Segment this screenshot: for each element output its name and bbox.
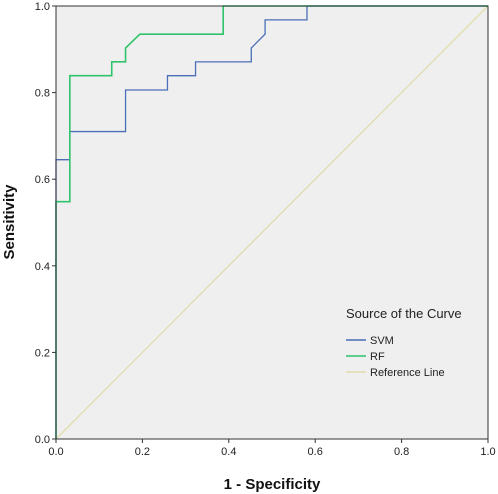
legend-items: SVM RF Reference Line (346, 335, 445, 379)
legend-label-reference-line: Reference Line (370, 367, 445, 379)
y-axis-title: Sensitivity (1, 184, 18, 260)
y-axis-ticks: 0.0 0.2 0.4 0.6 0.8 1.0 (35, 1, 56, 446)
x-tick-label: 0.0 (48, 446, 63, 458)
plot-frame (55, 5, 489, 440)
y-tick-label: 0.6 (35, 174, 50, 186)
y-tick-label: 0.2 (35, 347, 50, 359)
y-tick-label: 0.4 (35, 261, 50, 273)
y-tick-label: 1.0 (35, 1, 50, 13)
x-tick-label: 0.4 (221, 446, 236, 458)
series-layer (55, 5, 489, 440)
series-line-rf (55, 5, 488, 439)
series-line-reference-line (55, 5, 489, 440)
x-tick-label: 0.2 (135, 446, 150, 458)
x-tick-label: 0.6 (308, 446, 323, 458)
legend-title: Source of the Curve (346, 306, 462, 321)
x-axis-title: 1 - Specificity (224, 476, 321, 493)
x-tick-label: 0.8 (394, 446, 409, 458)
y-tick-label: 0.8 (35, 88, 50, 100)
legend-label-rf: RF (370, 351, 385, 363)
x-tick-label: 1.0 (480, 446, 495, 458)
legend-label-svm: SVM (370, 335, 394, 347)
legend: Source of the Curve SVM RF Reference Line (346, 306, 462, 379)
x-axis-ticks: 0.0 0.2 0.4 0.6 0.8 1.0 (48, 439, 496, 458)
y-tick-label: 0.0 (35, 434, 50, 446)
